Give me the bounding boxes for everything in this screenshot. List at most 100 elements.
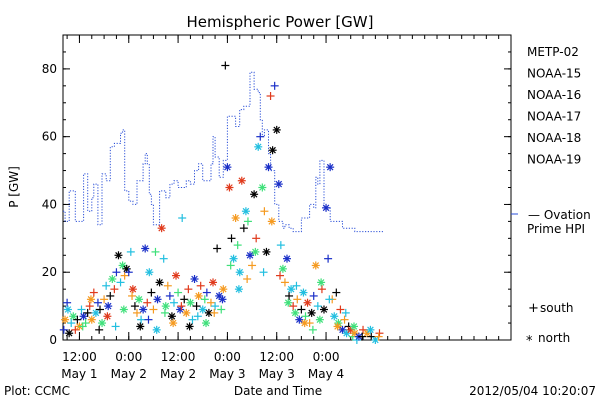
north-point xyxy=(135,295,144,304)
x-tick-time-2: 12:00 xyxy=(161,350,196,364)
south-point xyxy=(297,305,306,314)
legend: METP-02 NOAA-15 NOAA-16 NOAA-17 NOAA-18 NOAA-… xyxy=(511,45,591,349)
x-tick-date-0: May 1 xyxy=(61,367,97,381)
south-point xyxy=(174,288,183,297)
south-point xyxy=(324,254,333,263)
south-point xyxy=(137,315,146,324)
south-point xyxy=(248,261,257,270)
south-point xyxy=(374,332,383,341)
south-point xyxy=(227,234,236,243)
north-point xyxy=(202,319,211,328)
satellite-measurements xyxy=(59,61,384,344)
south-point xyxy=(165,291,174,300)
south-point xyxy=(130,302,139,311)
south-point xyxy=(180,295,189,304)
south-point xyxy=(226,261,235,270)
north-point xyxy=(190,275,199,283)
legend-north-symbol: * xyxy=(526,334,533,349)
legend-satellites: METP-02 NOAA-15 NOAA-16 NOAA-17 NOAA-18 NOAA-… xyxy=(527,45,581,167)
north-point xyxy=(231,214,240,222)
north-point xyxy=(61,315,70,324)
north-point xyxy=(209,278,218,287)
south-point xyxy=(59,325,68,334)
north-point xyxy=(176,305,185,314)
north-point xyxy=(268,146,277,155)
north-point xyxy=(182,308,191,317)
x-tick-date-2: May 2 xyxy=(160,367,196,381)
north-point xyxy=(237,176,246,185)
north-point xyxy=(307,308,316,317)
north-point xyxy=(194,291,203,300)
south-point xyxy=(163,281,172,290)
south-point xyxy=(78,322,87,331)
south-point xyxy=(221,61,230,70)
south-point xyxy=(325,295,334,304)
south-point xyxy=(301,312,310,321)
south-point xyxy=(184,285,193,294)
north-point xyxy=(300,319,309,328)
footer-plot-credit: Plot: CCMC xyxy=(4,384,70,398)
south-point xyxy=(178,214,187,222)
south-point xyxy=(293,295,302,304)
y-tick-label-3: 60 xyxy=(42,130,57,144)
north-point xyxy=(272,125,281,134)
ovation-line-path xyxy=(63,71,384,233)
north-point xyxy=(152,325,161,334)
legend-entry-metp-02: METP-02 xyxy=(527,45,579,59)
north-point xyxy=(103,312,112,321)
south-point xyxy=(193,312,202,321)
north-point xyxy=(204,308,213,317)
north-point xyxy=(198,305,207,314)
legend-north-label: north xyxy=(538,331,570,345)
x-tick-date-4: May 3 xyxy=(259,367,295,381)
south-point xyxy=(317,285,326,294)
north-point xyxy=(87,315,96,324)
south-point xyxy=(89,288,98,297)
legend-entry-noaa-17: NOAA-17 xyxy=(527,110,581,124)
south-point xyxy=(358,332,367,341)
south-point xyxy=(126,247,135,256)
legend-entry-noaa-16: NOAA-16 xyxy=(527,88,581,102)
north-point xyxy=(315,315,324,324)
south-point xyxy=(341,308,350,317)
south-point xyxy=(367,332,376,341)
chart-title: Hemispheric Power [GW] xyxy=(187,13,374,31)
north-point xyxy=(235,268,244,277)
south-point xyxy=(67,319,76,328)
north-point xyxy=(139,305,148,314)
legend-entry-noaa-19: NOAA-19 xyxy=(527,153,581,167)
south-point xyxy=(259,268,268,277)
north-point xyxy=(141,244,150,253)
y-tick-label-0: 0 xyxy=(49,333,57,347)
south-point xyxy=(147,288,156,297)
south-point xyxy=(169,298,178,307)
north-point xyxy=(371,336,380,344)
footer-timestamp: 2012/05/04 10:20:07 xyxy=(469,384,596,398)
north-point xyxy=(153,295,162,304)
south-point xyxy=(95,305,104,314)
north-point xyxy=(186,298,195,307)
north-point xyxy=(262,247,271,256)
north-point xyxy=(86,295,95,304)
south-point xyxy=(159,254,168,263)
south-point xyxy=(177,302,186,311)
north-point xyxy=(98,319,107,328)
south-point xyxy=(110,285,119,294)
x-tick-time-0: 12:00 xyxy=(62,350,97,364)
north-point xyxy=(267,217,276,226)
north-point xyxy=(283,254,291,263)
south-point xyxy=(149,305,158,314)
north-point xyxy=(303,298,312,307)
south-point xyxy=(270,81,279,90)
north-point xyxy=(350,329,359,338)
south-point xyxy=(151,247,160,256)
ovation-prime-hpi-series xyxy=(63,71,384,233)
north-point xyxy=(128,285,137,294)
south-point xyxy=(144,315,153,324)
north-point xyxy=(330,312,339,321)
north-point xyxy=(333,322,342,331)
south-point xyxy=(313,302,322,311)
north-point xyxy=(349,322,358,331)
legend-south-symbol: + xyxy=(528,301,539,316)
y-axis-label: P [GW] xyxy=(7,166,21,208)
